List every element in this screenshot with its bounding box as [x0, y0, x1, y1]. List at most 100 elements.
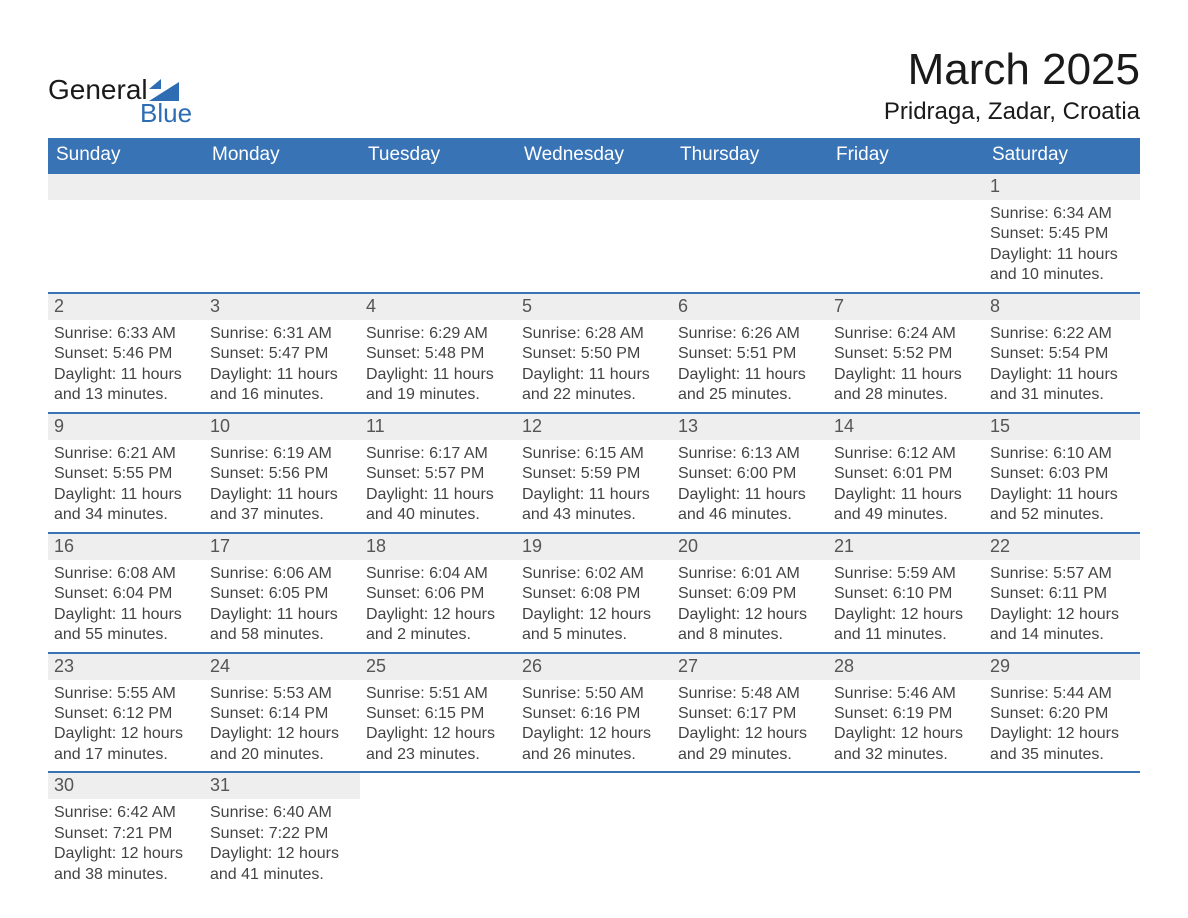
daylight-line-1: Daylight: 12 hours: [678, 724, 822, 744]
weekday-header-row: Sunday Monday Tuesday Wednesday Thursday…: [48, 138, 1140, 174]
sunrise-line: Sunrise: 6:10 AM: [990, 444, 1134, 464]
sunrise-line: Sunrise: 6:29 AM: [366, 324, 510, 344]
day-details: Sunrise: 6:08 AMSunset: 6:04 PMDaylight:…: [48, 560, 204, 652]
day-details: Sunrise: 5:44 AMSunset: 6:20 PMDaylight:…: [984, 680, 1140, 772]
sunset-line: Sunset: 5:47 PM: [210, 344, 354, 364]
day-cell: 20Sunrise: 6:01 AMSunset: 6:09 PMDayligh…: [672, 533, 828, 653]
day-cell: [828, 174, 984, 293]
daylight-line-1: Daylight: 12 hours: [366, 605, 510, 625]
daylight-line-2: and 43 minutes.: [522, 505, 666, 525]
sunset-line: Sunset: 5:57 PM: [366, 464, 510, 484]
sunset-line: Sunset: 5:59 PM: [522, 464, 666, 484]
day-details: Sunrise: 5:46 AMSunset: 6:19 PMDaylight:…: [828, 680, 984, 772]
daylight-line-2: and 13 minutes.: [54, 385, 198, 405]
daylight-line-2: and 19 minutes.: [366, 385, 510, 405]
daylight-line-1: Daylight: 12 hours: [834, 605, 978, 625]
sunrise-line: Sunrise: 5:46 AM: [834, 684, 978, 704]
daylight-line-2: and 25 minutes.: [678, 385, 822, 405]
page-title: March 2025: [884, 48, 1140, 92]
sunset-line: Sunset: 7:21 PM: [54, 824, 198, 844]
day-cell: [672, 174, 828, 293]
sunrise-line: Sunrise: 6:31 AM: [210, 324, 354, 344]
sunrise-line: Sunrise: 6:42 AM: [54, 803, 198, 823]
day-number: 18: [360, 534, 516, 560]
weekday-header: Saturday: [984, 138, 1140, 174]
day-number: 30: [48, 773, 204, 799]
day-number: 15: [984, 414, 1140, 440]
day-cell: 16Sunrise: 6:08 AMSunset: 6:04 PMDayligh…: [48, 533, 204, 653]
day-number: 19: [516, 534, 672, 560]
daylight-line-1: Daylight: 12 hours: [210, 724, 354, 744]
daylight-line-2: and 17 minutes.: [54, 745, 198, 765]
daylight-line-2: and 37 minutes.: [210, 505, 354, 525]
sunset-line: Sunset: 6:15 PM: [366, 704, 510, 724]
day-number: 22: [984, 534, 1140, 560]
sunrise-line: Sunrise: 5:44 AM: [990, 684, 1134, 704]
day-number: 20: [672, 534, 828, 560]
logo-text-general: General: [48, 76, 148, 104]
day-number: 26: [516, 654, 672, 680]
day-number: 24: [204, 654, 360, 680]
day-cell: 6Sunrise: 6:26 AMSunset: 5:51 PMDaylight…: [672, 293, 828, 413]
day-cell: 29Sunrise: 5:44 AMSunset: 6:20 PMDayligh…: [984, 653, 1140, 773]
daylight-line-2: and 5 minutes.: [522, 625, 666, 645]
daylight-line-2: and 41 minutes.: [210, 865, 354, 885]
day-cell: 24Sunrise: 5:53 AMSunset: 6:14 PMDayligh…: [204, 653, 360, 773]
sunset-line: Sunset: 6:05 PM: [210, 584, 354, 604]
daylight-line-1: Daylight: 11 hours: [210, 485, 354, 505]
sunrise-line: Sunrise: 6:04 AM: [366, 564, 510, 584]
day-number: 28: [828, 654, 984, 680]
day-number: 6: [672, 294, 828, 320]
day-cell: 23Sunrise: 5:55 AMSunset: 6:12 PMDayligh…: [48, 653, 204, 773]
sunset-line: Sunset: 7:22 PM: [210, 824, 354, 844]
daylight-line-2: and 23 minutes.: [366, 745, 510, 765]
daylight-line-2: and 55 minutes.: [54, 625, 198, 645]
day-number: 11: [360, 414, 516, 440]
day-cell: 18Sunrise: 6:04 AMSunset: 6:06 PMDayligh…: [360, 533, 516, 653]
daylight-line-1: Daylight: 11 hours: [990, 365, 1134, 385]
weekday-header: Thursday: [672, 138, 828, 174]
day-number: 12: [516, 414, 672, 440]
day-number: 9: [48, 414, 204, 440]
daylight-line-2: and 40 minutes.: [366, 505, 510, 525]
day-cell: 4Sunrise: 6:29 AMSunset: 5:48 PMDaylight…: [360, 293, 516, 413]
day-details: Sunrise: 5:51 AMSunset: 6:15 PMDaylight:…: [360, 680, 516, 772]
daylight-line-1: Daylight: 12 hours: [522, 724, 666, 744]
daylight-line-2: and 32 minutes.: [834, 745, 978, 765]
day-details: Sunrise: 6:34 AMSunset: 5:45 PMDaylight:…: [984, 200, 1140, 292]
sunset-line: Sunset: 6:12 PM: [54, 704, 198, 724]
day-cell: [360, 174, 516, 293]
calendar: Sunday Monday Tuesday Wednesday Thursday…: [48, 138, 1140, 891]
daylight-line-2: and 34 minutes.: [54, 505, 198, 525]
sunset-line: Sunset: 6:20 PM: [990, 704, 1134, 724]
day-cell: 2Sunrise: 6:33 AMSunset: 5:46 PMDaylight…: [48, 293, 204, 413]
logo-triangle-icon: [149, 78, 179, 106]
day-cell: [984, 772, 1140, 891]
day-cell: 14Sunrise: 6:12 AMSunset: 6:01 PMDayligh…: [828, 413, 984, 533]
weekday-header: Tuesday: [360, 138, 516, 174]
day-details: Sunrise: 6:10 AMSunset: 6:03 PMDaylight:…: [984, 440, 1140, 532]
daylight-line-1: Daylight: 12 hours: [522, 605, 666, 625]
day-number: 29: [984, 654, 1140, 680]
day-details: Sunrise: 6:06 AMSunset: 6:05 PMDaylight:…: [204, 560, 360, 652]
sunrise-line: Sunrise: 5:51 AM: [366, 684, 510, 704]
day-number-bar: [672, 174, 828, 200]
daylight-line-1: Daylight: 11 hours: [990, 245, 1134, 265]
daylight-line-2: and 8 minutes.: [678, 625, 822, 645]
day-details: Sunrise: 6:19 AMSunset: 5:56 PMDaylight:…: [204, 440, 360, 532]
daylight-line-2: and 14 minutes.: [990, 625, 1134, 645]
sunset-line: Sunset: 5:48 PM: [366, 344, 510, 364]
day-number: 8: [984, 294, 1140, 320]
day-number-bar: [204, 174, 360, 200]
sunset-line: Sunset: 6:09 PM: [678, 584, 822, 604]
day-details: Sunrise: 6:31 AMSunset: 5:47 PMDaylight:…: [204, 320, 360, 412]
day-number: 2: [48, 294, 204, 320]
day-details: Sunrise: 5:55 AMSunset: 6:12 PMDaylight:…: [48, 680, 204, 772]
daylight-line-2: and 31 minutes.: [990, 385, 1134, 405]
sunset-line: Sunset: 6:11 PM: [990, 584, 1134, 604]
day-details: Sunrise: 5:48 AMSunset: 6:17 PMDaylight:…: [672, 680, 828, 772]
day-cell: 11Sunrise: 6:17 AMSunset: 5:57 PMDayligh…: [360, 413, 516, 533]
day-details: Sunrise: 6:12 AMSunset: 6:01 PMDaylight:…: [828, 440, 984, 532]
day-cell: 17Sunrise: 6:06 AMSunset: 6:05 PMDayligh…: [204, 533, 360, 653]
day-cell: 1Sunrise: 6:34 AMSunset: 5:45 PMDaylight…: [984, 174, 1140, 293]
